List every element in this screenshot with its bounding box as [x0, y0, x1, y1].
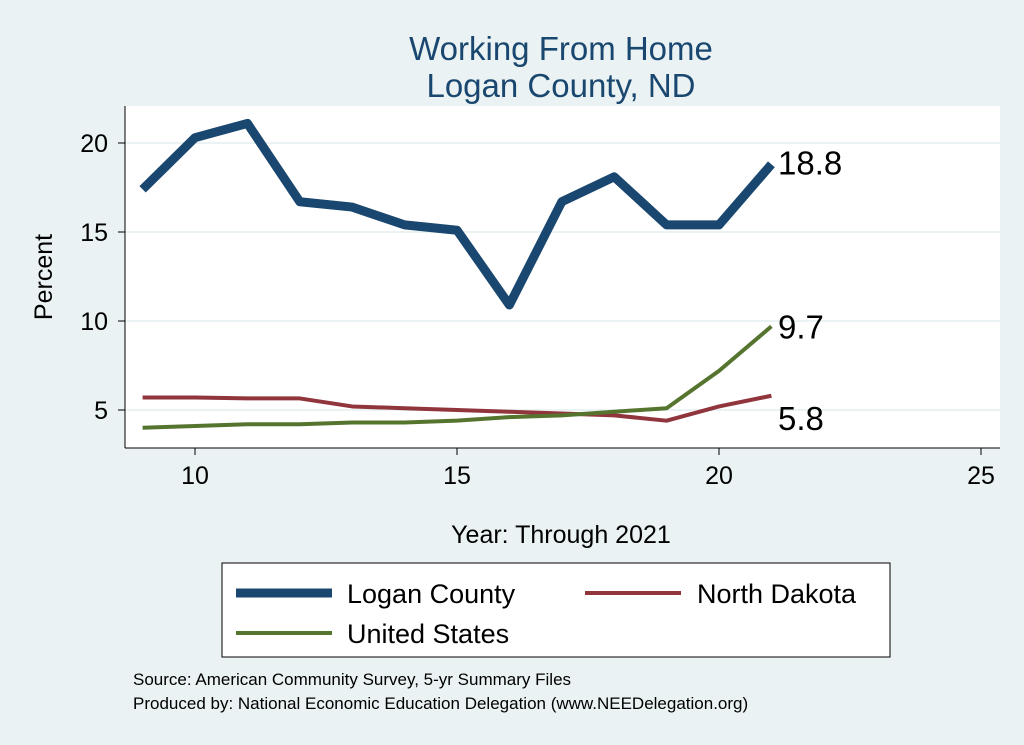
y-tick-label: 20	[80, 130, 108, 158]
produced-note: Produced by: National Economic Education…	[133, 694, 748, 713]
x-tick-label: 20	[705, 462, 733, 490]
x-tick-label: 10	[181, 462, 209, 490]
series-line-logan-county	[139, 118, 775, 310]
source-note: Source: American Community Survey, 5-yr …	[133, 670, 571, 689]
x-tick-label: 25	[967, 462, 995, 490]
chart-subtitle: Logan County, ND	[426, 67, 695, 104]
end-label: 18.8	[778, 144, 842, 181]
legend-label: United States	[347, 619, 509, 649]
legend-label: North Dakota	[697, 579, 857, 609]
y-axis-label: Percent	[30, 234, 58, 320]
legend-label: Logan County	[347, 579, 516, 609]
legend	[221, 562, 891, 658]
end-label: 5.8	[778, 400, 824, 437]
y-tick-label: 5	[94, 397, 108, 425]
series-line-united-states	[142, 324, 773, 430]
x-axis-label: Year: Through 2021	[451, 521, 671, 549]
x-tick-label: 15	[443, 462, 471, 490]
series-line-north-dakota	[142, 393, 772, 423]
chart-title: Working From Home	[409, 30, 713, 67]
y-tick-label: 15	[80, 219, 108, 247]
end-label: 9.7	[778, 308, 824, 345]
y-tick-label: 10	[80, 308, 108, 336]
